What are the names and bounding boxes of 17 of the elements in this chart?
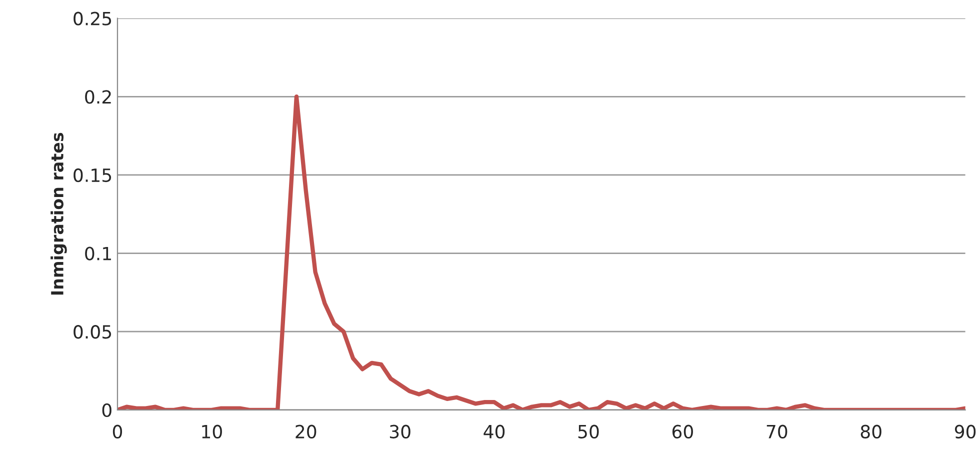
- x-tick-label: 90: [954, 424, 976, 438]
- x-tick-label: 70: [766, 424, 788, 438]
- x-tick-label: 30: [390, 424, 410, 438]
- y-tick-label: 0.05: [74, 325, 112, 339]
- y-axis-title: Inmigration rates: [50, 132, 67, 295]
- x-tick-label: 20: [296, 424, 316, 438]
- y-tick-label: 0.1: [85, 246, 111, 260]
- x-tick-label: 10: [202, 424, 222, 438]
- x-tick-label: 60: [672, 424, 693, 438]
- x-tick-label: 80: [860, 424, 882, 438]
- x-tick-label: 0: [112, 424, 122, 438]
- y-tick-label: 0.2: [85, 90, 111, 104]
- y-tick-label: 0: [102, 403, 112, 418]
- x-tick-label: 40: [484, 424, 505, 438]
- y-tick-label: 0.15: [74, 168, 112, 182]
- y-tick-label: 0.25: [74, 12, 112, 26]
- x-tick-label: 50: [578, 424, 599, 438]
